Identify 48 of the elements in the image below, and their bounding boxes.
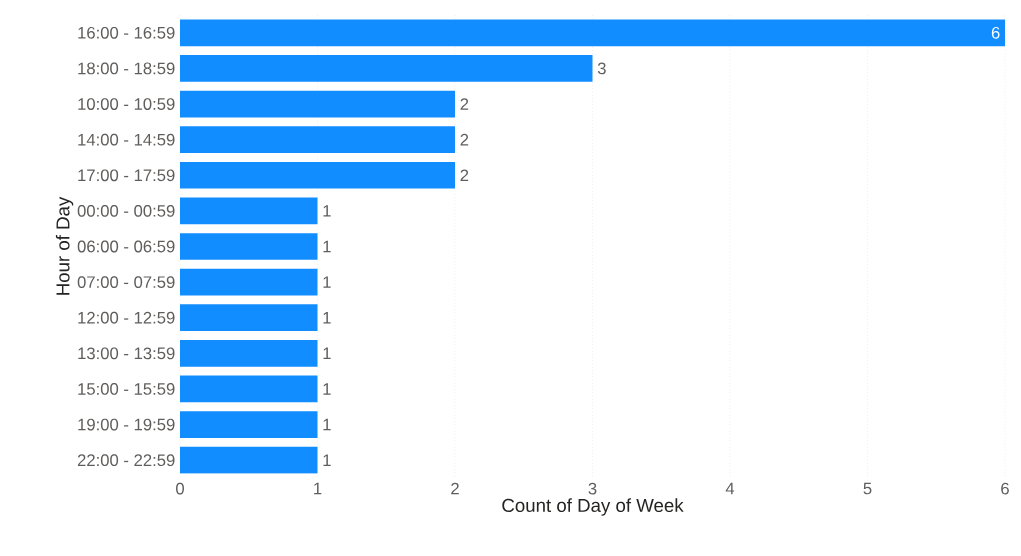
y-tick-label: 10:00 - 10:59 (78, 98, 175, 110)
bar (180, 126, 455, 154)
bar (180, 339, 318, 367)
x-tick-label: 5 (863, 482, 872, 495)
bar (180, 446, 318, 474)
bar (180, 55, 593, 82)
data-label: 1 (323, 347, 331, 360)
x-tick-label: 0 (176, 482, 184, 495)
x-tick-label: 6 (1001, 482, 1009, 495)
x-tick-label: 1 (314, 482, 322, 495)
data-label: 1 (323, 312, 331, 324)
bar (180, 233, 318, 260)
y-tick-label: 16:00 - 16:59 (78, 26, 175, 39)
data-label: 1 (323, 205, 331, 217)
data-label: 6 (991, 26, 1000, 39)
y-tick-label: 06:00 - 06:59 (77, 240, 175, 253)
data-label: 2 (460, 133, 469, 146)
x-axis-title: Count of Day of Week (502, 498, 684, 516)
bar (180, 19, 1005, 47)
y-axis-title: Hour of Day (55, 196, 74, 295)
y-tick-label: 07:00 - 07:59 (77, 276, 175, 289)
x-tick-label: 4 (725, 482, 735, 495)
bar (180, 304, 318, 332)
data-label: 2 (460, 98, 469, 110)
data-label: 1 (323, 276, 331, 288)
bar (180, 375, 318, 403)
y-tick-label: 13:00 - 13:59 (78, 347, 175, 360)
y-tick-label: 12:00 - 12:59 (78, 311, 175, 324)
data-label: 2 (460, 169, 469, 182)
data-label: 1 (323, 454, 331, 466)
bar (180, 161, 455, 189)
y-tick-label: 00:00 - 00:59 (77, 204, 175, 217)
y-tick-label: 19:00 - 19:59 (78, 418, 175, 431)
data-label: 1 (323, 418, 331, 431)
y-tick-label: 14:00 - 14:59 (78, 133, 175, 146)
y-tick-label: 15:00 - 15:59 (78, 383, 175, 395)
bar (180, 197, 318, 225)
bar (180, 90, 455, 118)
y-tick-label: 22:00 - 22:59 (77, 454, 175, 467)
y-tick-label: 18:00 - 18:59 (78, 62, 175, 75)
x-tick-label: 3 (588, 482, 597, 495)
y-tick-label: 17:00 - 17:59 (78, 169, 175, 182)
data-label: 1 (323, 240, 331, 253)
bar (180, 268, 318, 296)
data-label: 1 (323, 383, 331, 395)
data-label: 3 (597, 62, 606, 75)
x-tick-label: 2 (451, 482, 459, 495)
bar (180, 411, 318, 438)
